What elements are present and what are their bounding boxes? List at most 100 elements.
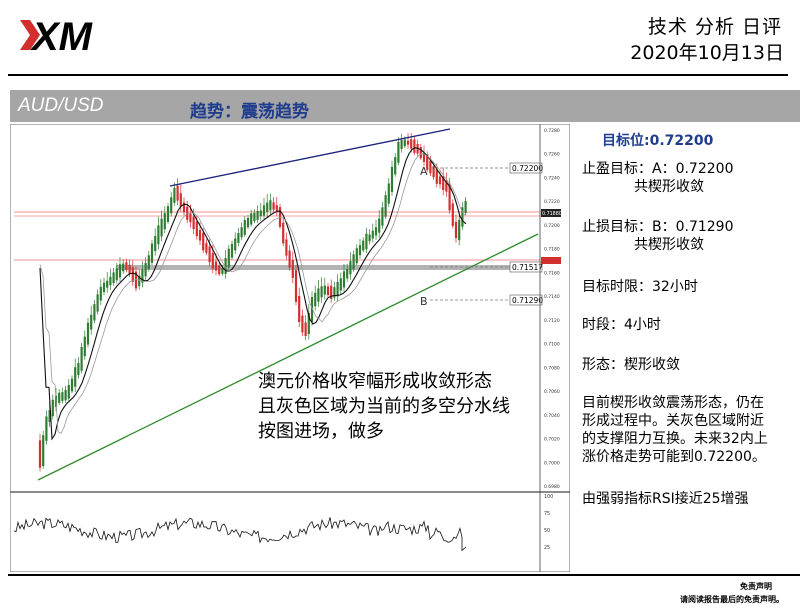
candle-body <box>83 336 86 357</box>
candle-body <box>141 269 144 283</box>
price-tick-label: 0.6980 <box>544 484 560 490</box>
candle-body <box>403 139 406 147</box>
zone-price-tag <box>541 257 561 264</box>
candle-body <box>406 140 410 145</box>
candle-body <box>211 253 214 269</box>
report-date: 2020年10月13日 <box>630 42 784 64</box>
report-title: 技术 分析 日评 <box>647 16 782 38</box>
candle-body <box>147 255 150 270</box>
candle-body <box>48 410 51 422</box>
candle-body <box>320 286 323 298</box>
moving-average-slow <box>39 153 467 434</box>
level-label-box <box>509 294 543 306</box>
candle-body <box>170 197 173 214</box>
candle-body <box>352 254 355 270</box>
rsi-note: 由强弱指标RSI接近25增强 <box>582 491 749 507</box>
candle-body <box>163 213 166 230</box>
candle-body <box>269 200 272 211</box>
candle-body <box>74 367 77 387</box>
candle-body <box>378 218 381 233</box>
candle-body <box>461 207 464 227</box>
candle-body <box>310 297 314 322</box>
candle-body <box>275 205 278 211</box>
candle-body <box>45 416 48 441</box>
chart-comment-line-1: 澳元价格收窄幅形成收敛形态 <box>258 371 492 392</box>
candle-body <box>432 166 435 178</box>
candle-body <box>358 245 362 256</box>
candle-body <box>442 176 445 190</box>
level-letter-b: B <box>420 295 428 308</box>
price-chart: 0.72200 A 0.71517 0.71290 B 0.71880 0.7280 0.7… <box>10 124 570 572</box>
candle-body <box>214 261 218 271</box>
candle-body <box>262 205 266 216</box>
candle-body <box>157 225 160 245</box>
stop-loss-line-2: 共楔形收敛 <box>634 237 704 253</box>
candle-body <box>195 221 198 237</box>
candle-body <box>368 234 371 242</box>
candle-body <box>115 268 118 281</box>
candle-body <box>464 201 467 213</box>
candle-body <box>224 258 227 274</box>
logo-text: XM <box>30 15 94 58</box>
candle-body <box>435 169 438 184</box>
candle-body <box>458 219 461 241</box>
candle-body <box>426 154 429 170</box>
trend-label: 趋势：震荡趋势 <box>190 102 309 122</box>
candle-body <box>250 213 253 225</box>
candle-body <box>93 304 96 321</box>
candle-body <box>342 271 346 288</box>
candle-body <box>51 399 54 417</box>
level-label: 0.71517 <box>512 263 543 272</box>
disclaimer-title: 免责声明 <box>740 582 772 591</box>
candle-body <box>179 193 182 207</box>
candle-body <box>221 268 224 274</box>
price-tick-label: 0.7160 <box>544 270 560 276</box>
candle-body <box>346 269 349 279</box>
candle-body <box>301 315 304 333</box>
rsi-tick-label: 75 <box>544 511 550 517</box>
price-tick-label: 0.7240 <box>544 175 560 181</box>
currency-pair: AUD/USD <box>18 95 104 116</box>
candle-body <box>298 295 301 323</box>
candle-body <box>150 243 154 263</box>
candle-body <box>112 272 115 284</box>
candle-body <box>307 312 310 335</box>
rsi-line <box>13 517 467 552</box>
price-tick-label: 0.7000 <box>544 460 560 466</box>
upper-trend-line <box>169 128 451 187</box>
rsi-tick-label: 25 <box>544 545 550 551</box>
rsi-tick-label: 50 <box>544 528 550 534</box>
chart-comment-line-3: 按图进场，做多 <box>258 421 384 442</box>
candle-body <box>186 206 189 220</box>
description-line-3: 的支撑阻力互换。未来32内上 <box>582 431 768 447</box>
candle-body <box>438 176 442 185</box>
candle-body <box>339 278 342 291</box>
current-price-label: 0.71880 <box>542 211 562 217</box>
candle-body <box>77 362 80 376</box>
candle-body <box>333 287 336 298</box>
stop-loss-line-1: 止损目标：B：0.71290 <box>582 219 734 235</box>
candle-body <box>323 285 326 295</box>
candle-body <box>80 346 83 371</box>
price-tick-label: 0.7080 <box>544 365 560 371</box>
candle-body <box>109 276 112 286</box>
candle-body <box>288 250 291 268</box>
rsi-tick-label: 100 <box>544 494 553 500</box>
candle-body <box>67 384 70 399</box>
title-band <box>10 90 800 122</box>
candle-body <box>230 243 234 258</box>
take-profit-line-1: 止盈目标：A：0.72200 <box>582 161 734 177</box>
candle-body <box>61 392 64 401</box>
candle-body <box>234 238 237 251</box>
pattern: 形态：楔形收敛 <box>582 357 680 373</box>
price-tick-label: 0.7280 <box>544 128 560 134</box>
price-tick-label: 0.7140 <box>544 294 560 300</box>
time-limit: 目标时限：32小时 <box>582 279 698 295</box>
lower-trend-line <box>37 233 539 481</box>
candle-body <box>144 262 147 277</box>
price-tick-label: 0.7260 <box>544 152 560 158</box>
candle-body <box>243 219 246 235</box>
candle-body <box>202 232 205 251</box>
candle-body <box>173 187 176 203</box>
price-tick-label: 0.7100 <box>544 342 560 348</box>
